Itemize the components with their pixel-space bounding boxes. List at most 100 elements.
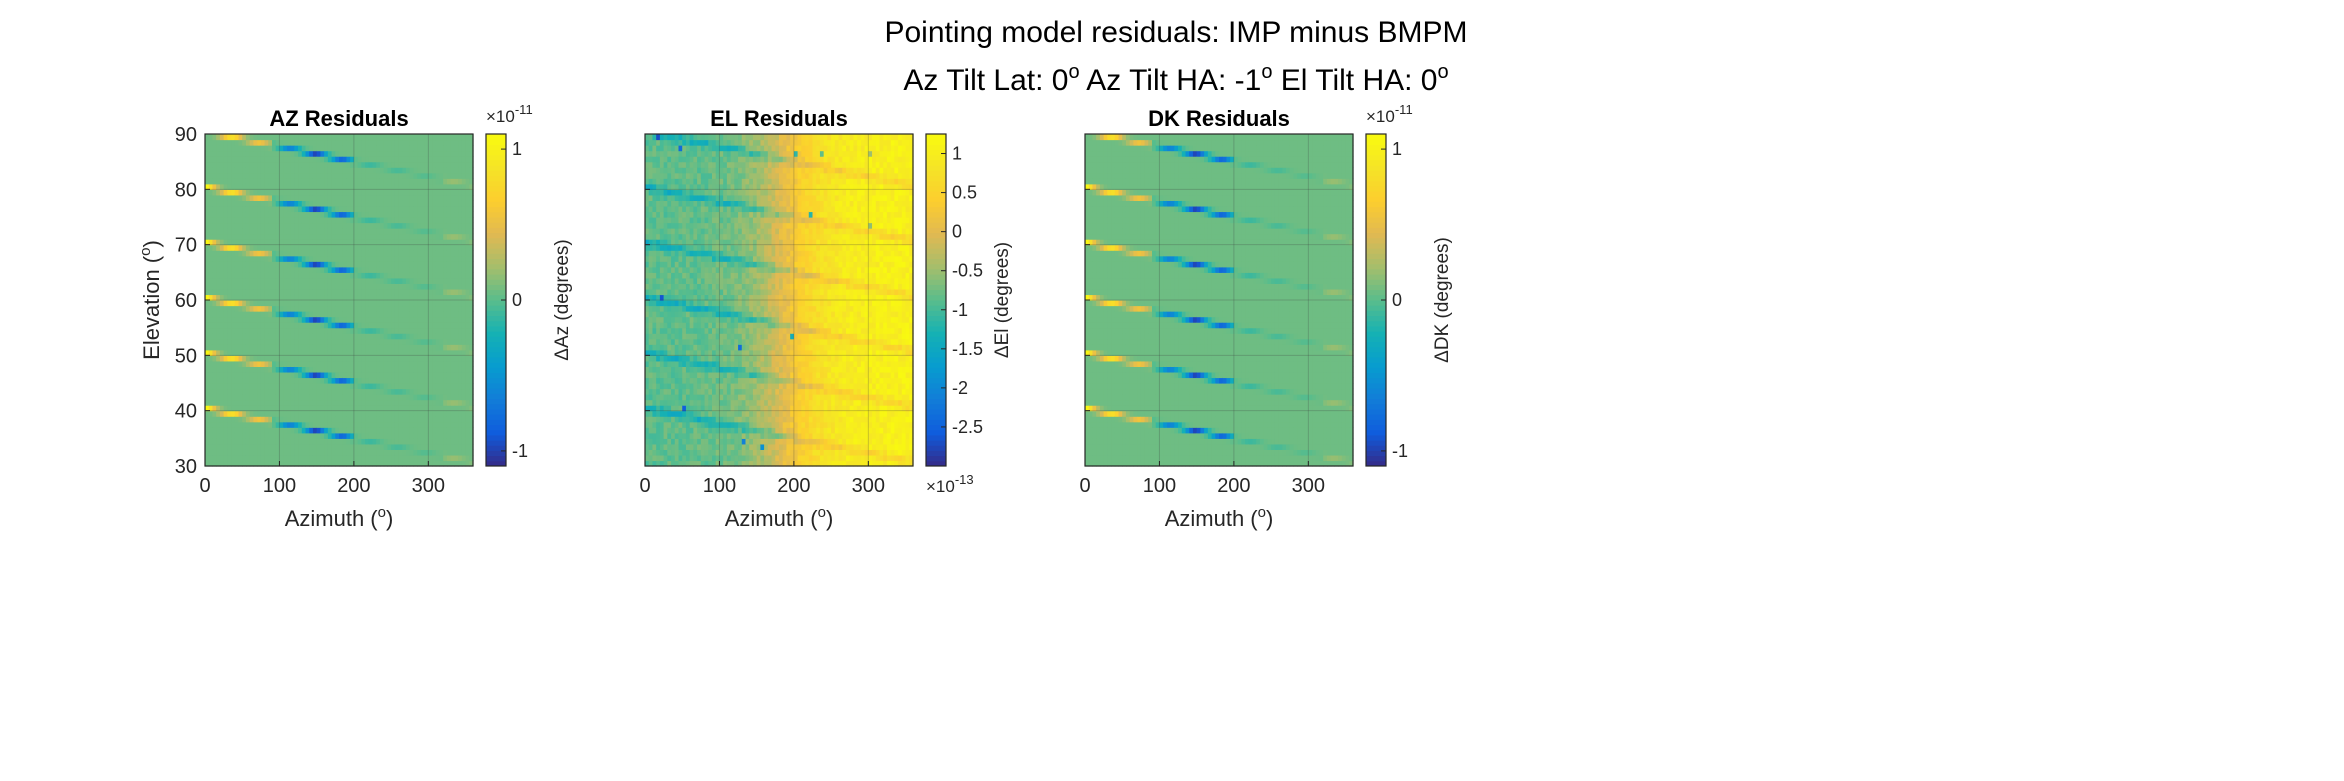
heatmap-cell (216, 438, 221, 445)
heatmap-cell (301, 205, 307, 213)
heatmap-cell (350, 261, 355, 268)
x-tick-label: 200 (337, 475, 370, 497)
heatmap-cell (402, 421, 407, 428)
heatmap-cell (294, 161, 299, 168)
heatmap-cell (365, 189, 370, 196)
heatmap-cell (413, 189, 418, 196)
heatmap-cell (663, 460, 668, 467)
heatmap-cell (402, 244, 407, 251)
heatmap-cell (298, 394, 303, 401)
heatmap-cell (674, 255, 680, 262)
heatmap-cell (342, 388, 348, 395)
heatmap-cell (342, 261, 348, 268)
heatmap-cell (387, 211, 392, 218)
heatmap-cell (238, 178, 243, 185)
heatmap-cell (223, 211, 228, 218)
heatmap-cell (286, 344, 292, 351)
heatmap-cell (406, 183, 411, 190)
heatmap-cell (432, 338, 437, 345)
heatmap-cell (339, 255, 344, 262)
heatmap-cell (357, 194, 362, 201)
heatmap-cell (648, 167, 654, 174)
heatmap-cell (667, 410, 672, 417)
heatmap-cell (264, 399, 269, 406)
heatmap-cell (424, 205, 429, 213)
heatmap-cell (268, 432, 273, 439)
heatmap-cell (406, 338, 411, 345)
heatmap-cell (324, 344, 329, 351)
heatmap-cell (245, 377, 251, 384)
heatmap-cell (458, 239, 463, 246)
heatmap-cell (413, 449, 418, 456)
heatmap-cell (283, 355, 288, 362)
heatmap-cell (648, 383, 654, 390)
heatmap-cell (432, 200, 437, 207)
heatmap-cell (420, 349, 426, 356)
heatmap-cell (257, 449, 262, 456)
heatmap-cell (335, 250, 340, 257)
heatmap-cell (432, 311, 437, 318)
heatmap-cell (339, 189, 344, 196)
heatmap-cell (286, 349, 292, 356)
heatmap-cell (253, 327, 258, 334)
heatmap-cell (383, 194, 388, 201)
heatmap-cell (432, 211, 437, 218)
heatmap-cell (469, 327, 474, 334)
heatmap-cell (435, 377, 441, 384)
heatmap-cell (439, 454, 444, 462)
heatmap-cell (368, 388, 374, 395)
heatmap-cell (216, 360, 221, 367)
x-axis-label-end: ) (386, 506, 393, 531)
heatmap-cell (372, 134, 377, 141)
heatmap-cell (450, 327, 455, 334)
heatmap-cell (406, 399, 411, 406)
heatmap-cell (257, 194, 262, 201)
heatmap-cell (671, 189, 676, 196)
heatmap-cell (234, 134, 240, 141)
heatmap-cell (465, 316, 470, 323)
heatmap-cell (428, 233, 433, 240)
heatmap-cell (435, 178, 441, 185)
heatmap-cell (353, 454, 359, 462)
heatmap-cell (387, 394, 392, 401)
heatmap-cell (234, 288, 240, 296)
heatmap-cell (305, 427, 310, 434)
heatmap-cell (275, 266, 281, 273)
heatmap-cell (212, 416, 217, 423)
heatmap-cell (671, 272, 676, 279)
heatmap-cell (465, 222, 470, 229)
heatmap-cell (320, 205, 325, 213)
heatmap-cell (309, 333, 314, 340)
heatmap-cell (394, 194, 400, 201)
heatmap-cell (253, 283, 258, 290)
heatmap-cell (465, 322, 470, 329)
heatmap-cell (245, 255, 251, 262)
heatmap-cell (205, 134, 210, 141)
heatmap-cell (342, 327, 348, 334)
heatmap-cell (335, 266, 340, 273)
heatmap-cell (461, 410, 467, 417)
heatmap-cell (298, 200, 303, 207)
heatmap-cell (231, 333, 236, 340)
x-axis-label-sup: o (378, 504, 386, 521)
heatmap-cell (402, 255, 407, 262)
heatmap-cell (290, 432, 295, 439)
heatmap-cell (450, 366, 455, 373)
heatmap-cell (298, 294, 303, 301)
heatmap-cell (458, 172, 463, 179)
heatmap-cell (320, 366, 325, 373)
heatmap-cell (350, 239, 355, 246)
heatmap-cell (417, 183, 422, 190)
heatmap-cell (231, 205, 236, 213)
heatmap-cell (402, 366, 407, 373)
heatmap-cell (342, 150, 348, 157)
heatmap-cell (320, 416, 325, 423)
heatmap-cell (394, 438, 400, 445)
heatmap-cell (450, 194, 455, 201)
heatmap-cell (439, 327, 444, 334)
heatmap-cell (439, 156, 444, 163)
heatmap-cell (212, 194, 217, 201)
heatmap-cell (290, 311, 295, 318)
heatmap-cell (394, 250, 400, 257)
heatmap-cell (264, 421, 269, 428)
